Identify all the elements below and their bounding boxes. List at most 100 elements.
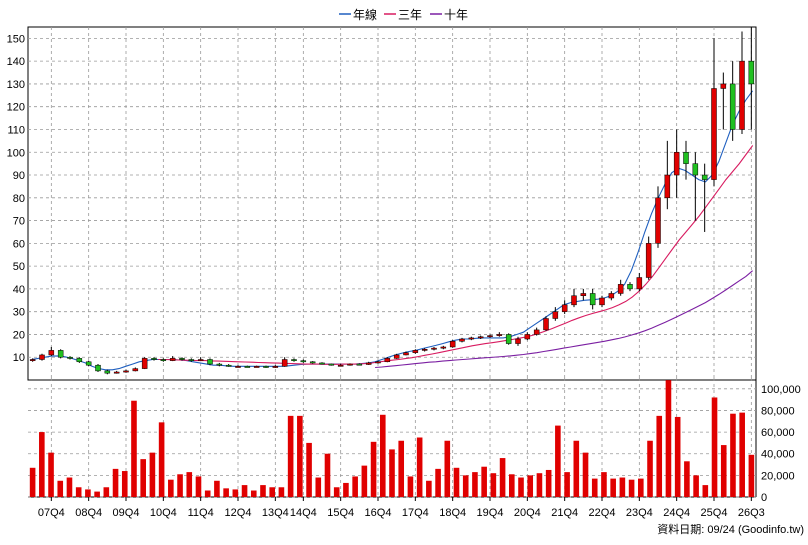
candle-body bbox=[337, 364, 344, 367]
volume-bar bbox=[66, 477, 73, 497]
candle-body bbox=[365, 362, 372, 365]
volume-bar bbox=[131, 400, 137, 497]
candle-body bbox=[739, 60, 745, 130]
volume-bar bbox=[527, 475, 534, 497]
volume-bar bbox=[536, 473, 543, 497]
candle-body bbox=[515, 338, 521, 344]
candle-body bbox=[617, 284, 624, 294]
candle-body bbox=[552, 311, 559, 319]
volume-bar bbox=[407, 476, 414, 497]
series-line-ten-year bbox=[375, 270, 753, 369]
volume-bar bbox=[333, 487, 340, 497]
candle-body bbox=[328, 363, 335, 366]
candle-body bbox=[48, 350, 55, 356]
legend-label-three-year: 三年 bbox=[398, 8, 422, 22]
volume-bar bbox=[582, 452, 589, 497]
volume-bar bbox=[416, 437, 423, 497]
candle-body bbox=[655, 197, 661, 244]
volume-tick-label: 0 bbox=[761, 492, 767, 504]
volume-bar bbox=[158, 422, 165, 497]
volume-bar bbox=[684, 461, 690, 497]
legend: 年線 三年 十年 bbox=[339, 7, 468, 22]
volume-bar bbox=[426, 480, 432, 497]
price-tick-label: 50 bbox=[13, 261, 25, 273]
price-tick-label: 110 bbox=[7, 124, 25, 136]
candle-body bbox=[487, 335, 493, 338]
volume-bar bbox=[638, 478, 644, 497]
price-plot-area bbox=[27, 26, 757, 381]
volume-bar bbox=[48, 452, 54, 497]
volume-bar bbox=[140, 459, 146, 497]
candle-body bbox=[440, 346, 447, 349]
x-tick-label: 11Q4 bbox=[188, 507, 214, 519]
candle-body bbox=[216, 363, 223, 366]
volume-bar bbox=[739, 412, 745, 497]
price-tick-label: 70 bbox=[13, 216, 25, 228]
x-tick-label: 09Q4 bbox=[113, 507, 140, 519]
volume-bar bbox=[748, 454, 755, 497]
volume-bar bbox=[287, 415, 294, 497]
volume-bar bbox=[545, 469, 552, 497]
volume-bar bbox=[490, 473, 497, 497]
candle-body bbox=[384, 358, 391, 363]
volume-bar bbox=[730, 413, 736, 497]
volume-bar bbox=[720, 445, 727, 497]
candle-body bbox=[421, 349, 428, 351]
candle-body bbox=[104, 370, 111, 374]
candle-body bbox=[729, 83, 736, 130]
volume-bar bbox=[297, 415, 303, 497]
candle-body bbox=[263, 366, 269, 368]
candle-body bbox=[393, 354, 400, 359]
volume-bar bbox=[555, 425, 561, 497]
volume-bar bbox=[223, 488, 229, 497]
volume-bar bbox=[693, 475, 699, 497]
volume-bar bbox=[702, 485, 709, 497]
volume-bar bbox=[435, 468, 441, 497]
candle-body bbox=[188, 359, 195, 361]
volume-bar bbox=[315, 477, 322, 497]
volume-bar bbox=[573, 440, 580, 497]
candle-body bbox=[300, 360, 307, 363]
volume-bar bbox=[518, 477, 524, 497]
candle-body bbox=[403, 352, 409, 356]
candle-body bbox=[468, 337, 475, 340]
volume-bar bbox=[398, 440, 405, 497]
volume-bar bbox=[352, 476, 358, 497]
candle-body bbox=[449, 341, 456, 348]
candle-body bbox=[524, 334, 531, 340]
candle-body bbox=[169, 358, 176, 361]
volume-tick-label: 40,000 bbox=[761, 449, 795, 461]
volume-bar bbox=[57, 480, 64, 497]
price-tick-label: 40 bbox=[13, 284, 25, 296]
candle-body bbox=[197, 359, 204, 361]
candle-body bbox=[207, 359, 213, 365]
candle-body bbox=[496, 334, 503, 336]
volume-bar bbox=[665, 380, 672, 497]
candle-body bbox=[683, 152, 689, 164]
volume-bar bbox=[508, 474, 515, 497]
footer-source: 資料日期: 09/24 (Goodinfo.tw) bbox=[657, 522, 804, 536]
candle-body bbox=[29, 359, 36, 361]
candle-body bbox=[141, 358, 148, 369]
candle-body bbox=[748, 60, 755, 85]
x-tick-label: 16Q4 bbox=[365, 507, 392, 519]
x-tick-label: 14Q4 bbox=[290, 507, 317, 519]
candle-body bbox=[673, 152, 680, 176]
candle-body bbox=[281, 359, 288, 367]
candle-body bbox=[375, 361, 381, 364]
volume-bar bbox=[186, 472, 193, 497]
price-tick-label: 150 bbox=[7, 33, 25, 45]
volume-tick-label: 20,000 bbox=[761, 470, 795, 482]
x-tick-label: 13Q4 bbox=[262, 507, 289, 519]
candle-body bbox=[272, 366, 279, 368]
volume-bar bbox=[214, 480, 220, 497]
volume-bar bbox=[121, 471, 128, 497]
candle-body bbox=[627, 284, 633, 290]
candle-body bbox=[477, 336, 484, 339]
volume-bar bbox=[306, 442, 312, 497]
candle-body bbox=[244, 366, 251, 368]
volume-bar bbox=[278, 487, 285, 497]
price-panel: 10 20 30 40 50 60 70 80 90 100 110 120 130 140 150 bbox=[7, 26, 757, 381]
volume-bar bbox=[94, 491, 100, 497]
